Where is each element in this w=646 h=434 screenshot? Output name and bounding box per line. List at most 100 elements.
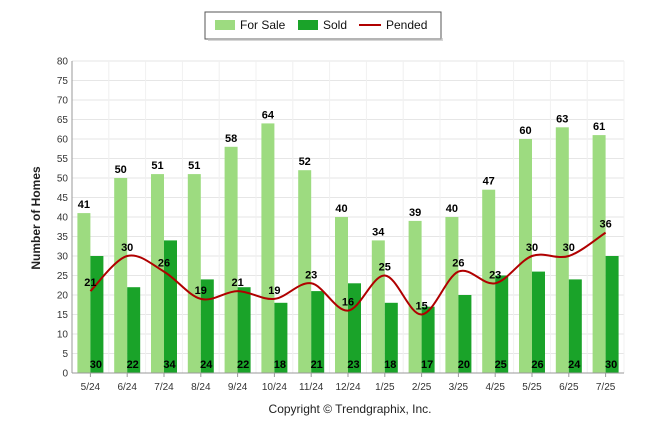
sold-bar	[200, 279, 214, 373]
sold-data-label: 17	[421, 359, 433, 371]
for-sale-bar	[261, 123, 275, 374]
for-sale-data-label: 64	[262, 109, 275, 121]
for-sale-bar	[77, 213, 91, 373]
sold-bar	[532, 271, 545, 373]
sold-data-label: 24	[568, 359, 581, 371]
pended-data-label: 26	[452, 258, 464, 270]
y-tick-label: 50	[57, 174, 69, 185]
pended-line	[89, 231, 607, 316]
y-tick-label: 5	[62, 349, 68, 360]
sold-data-label: 24	[200, 359, 213, 371]
y-tick-label: 60	[57, 135, 69, 146]
copyright-text: Copyright © Trendgraphix, Inc.	[269, 402, 432, 416]
legend: For Sale Sold Pended	[204, 11, 443, 41]
y-tick-label: 55	[57, 154, 69, 165]
pended-data-label: 25	[379, 262, 391, 274]
x-tick-label: 4/25	[485, 382, 505, 393]
for-sale-data-label: 61	[593, 121, 605, 133]
sold-bar	[274, 302, 288, 373]
x-tick-label: 12/24	[335, 382, 360, 393]
pended-data-label: 30	[121, 242, 133, 254]
y-tick-label: 25	[57, 271, 69, 282]
sold-bar	[384, 302, 398, 373]
for-sale-bar	[555, 127, 569, 373]
legend-shadow	[208, 38, 443, 41]
axes: 0 5 10 15 20 25 30 35 40 45 50 55 60 65 70 75 80 5/24 6/24…	[57, 57, 624, 393]
for-sale-bar	[592, 135, 606, 373]
for-sale-data-label: 51	[188, 160, 200, 172]
y-tick-label: 75	[57, 76, 69, 87]
pended-data-label: 26	[158, 258, 170, 270]
y-tick-label: 45	[57, 193, 69, 204]
sold-data-label: 22	[127, 359, 139, 371]
sold-bar	[90, 256, 104, 373]
for-sale-bar	[187, 174, 201, 373]
y-tick-label: 65	[57, 115, 69, 126]
sold-bar	[311, 291, 325, 373]
sold-data-label: 22	[237, 359, 249, 371]
for-sale-data-label: 50	[115, 164, 127, 176]
sold-data-label: 18	[384, 359, 396, 371]
x-tick-label: 8/24	[191, 382, 211, 393]
for-sale-bar	[482, 189, 496, 373]
pended-data-label: 16	[342, 297, 354, 309]
sold-data-label: 26	[531, 359, 543, 371]
for-sale-data-label: 40	[446, 203, 458, 215]
sold-data-label: 23	[347, 359, 359, 371]
sold-bar	[458, 295, 472, 373]
sold-data-label: 34	[163, 359, 176, 371]
data-labels: 41 30 50 22 51 34 51 24 58 22 64 18 52 21 40 23 34 18 39 17…	[78, 109, 617, 371]
x-tick-label: 9/24	[228, 382, 248, 393]
y-tick-label: 15	[57, 310, 69, 321]
legend-swatch-sold	[298, 20, 318, 30]
pended-data-label: 21	[84, 277, 96, 289]
pended-line-group	[89, 231, 607, 316]
pended-data-label: 36	[599, 219, 611, 231]
x-tick-label: 3/25	[449, 382, 469, 393]
for-sale-bar	[445, 217, 459, 373]
pended-data-label: 23	[305, 269, 317, 281]
sold-data-label: 18	[274, 359, 286, 371]
for-sale-bar	[298, 170, 312, 373]
for-sale-bar	[114, 178, 128, 373]
sold-bar	[495, 275, 509, 373]
y-tick-label: 80	[57, 57, 69, 68]
for-sale-data-label: 41	[78, 199, 90, 211]
y-tick-label: 20	[57, 291, 69, 302]
for-sale-data-label: 40	[335, 203, 347, 215]
y-axis-title: Number of Homes	[29, 166, 43, 270]
sold-data-label: 30	[90, 359, 102, 371]
sold-data-label: 25	[495, 359, 507, 371]
for-sale-data-label: 63	[556, 113, 568, 125]
x-tick-label: 1/25	[375, 382, 395, 393]
y-tick-label: 30	[57, 252, 69, 263]
x-tick-label: 6/24	[117, 382, 137, 393]
y-tick-label: 0	[62, 369, 68, 380]
for-sale-data-label: 60	[519, 125, 531, 137]
sold-data-label: 30	[605, 359, 617, 371]
x-tick-label: 10/24	[262, 382, 287, 393]
legend-swatch-for-sale	[215, 20, 235, 30]
pended-data-label: 21	[231, 277, 243, 289]
sold-bar	[127, 287, 141, 373]
sold-bar	[237, 287, 251, 373]
for-sale-data-label: 47	[483, 176, 495, 188]
pended-data-label: 19	[195, 285, 207, 297]
legend-label-pended: Pended	[386, 18, 427, 32]
sold-bar	[421, 306, 435, 373]
for-sale-data-label: 58	[225, 133, 237, 145]
x-tick-label: 5/25	[522, 382, 542, 393]
x-tick-label: 7/25	[596, 382, 616, 393]
sold-bar	[605, 256, 619, 373]
for-sale-bar	[408, 220, 422, 373]
for-sale-bar	[335, 217, 348, 373]
bars	[77, 123, 619, 374]
x-tick-label: 11/24	[299, 382, 324, 393]
sold-bar	[568, 279, 582, 373]
pended-data-label: 30	[526, 242, 538, 254]
for-sale-bar	[151, 174, 164, 373]
for-sale-data-label: 51	[151, 160, 163, 172]
y-tick-label: 10	[57, 330, 69, 341]
